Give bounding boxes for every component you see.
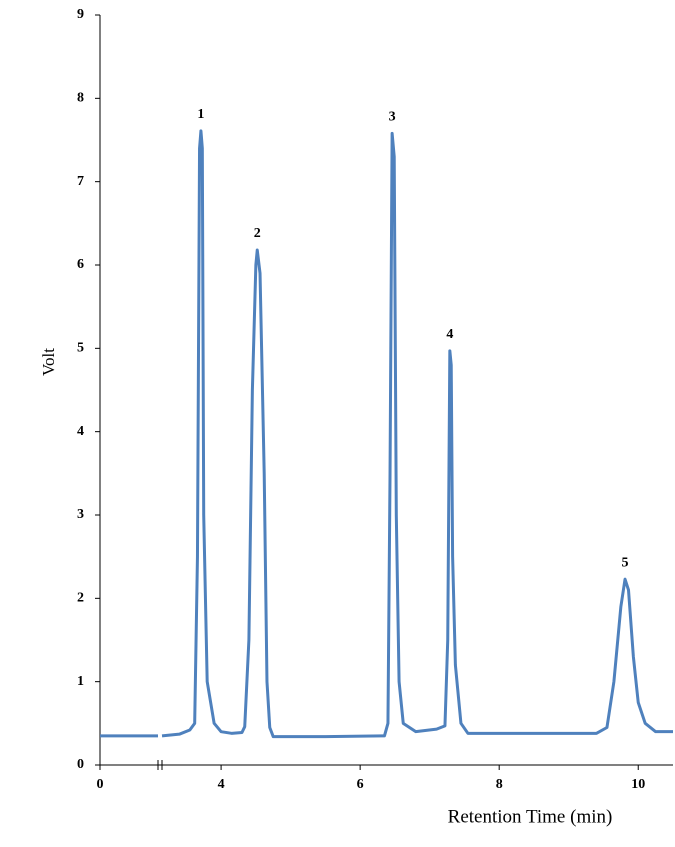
y-tick-label: 8 xyxy=(77,91,84,106)
y-tick-label: 2 xyxy=(77,591,84,606)
x-tick-label: 8 xyxy=(496,777,503,792)
y-axis-label: Volt xyxy=(39,348,58,376)
x-tick-label: 10 xyxy=(631,777,645,792)
peak-label: 3 xyxy=(389,110,396,125)
peak-label: 1 xyxy=(197,107,204,122)
x-tick-label: 0 xyxy=(97,777,104,792)
y-tick-label: 5 xyxy=(77,341,84,356)
peak-label: 5 xyxy=(622,555,629,570)
y-tick-label: 6 xyxy=(77,257,84,272)
peak-label: 4 xyxy=(446,327,453,342)
y-tick-label: 3 xyxy=(77,507,84,522)
x-tick-label: 4 xyxy=(218,777,225,792)
x-tick-label: 6 xyxy=(357,777,364,792)
y-tick-label: 0 xyxy=(77,757,84,772)
x-axis-label: Retention Time (min) xyxy=(448,806,613,827)
y-tick-label: 9 xyxy=(77,7,84,22)
y-tick-label: 1 xyxy=(77,674,84,689)
y-tick-label: 7 xyxy=(77,174,84,189)
y-tick-label: 4 xyxy=(77,424,84,439)
peak-label: 2 xyxy=(254,226,261,241)
signal-line xyxy=(100,129,673,739)
